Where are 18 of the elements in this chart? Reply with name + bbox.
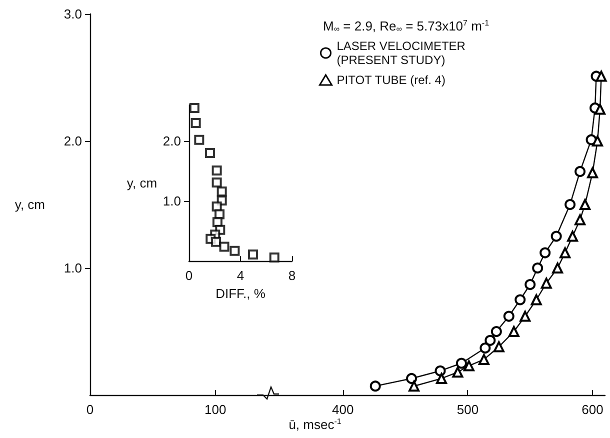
x-tick-label: 600 <box>582 402 604 417</box>
x-tick-label: 100 <box>204 402 226 417</box>
x-tick-label: 4 <box>236 268 244 284</box>
legend-label: PITOT TUBE (ref. 4) <box>336 73 446 87</box>
legend-label: LASER VELOCIMETER (PRESENT STUDY) <box>336 39 469 67</box>
x-tick-label: 8 <box>288 268 296 284</box>
y-tick-label: 2.0 <box>162 134 181 149</box>
y-axis-title: y, cm <box>126 176 158 191</box>
x-tick-label: 0 <box>185 268 193 284</box>
x-tick-label: 0 <box>86 402 94 417</box>
x-tick-label: 400 <box>332 402 354 417</box>
x-tick-label: 500 <box>456 402 479 417</box>
y-axis-title: y, cm <box>14 197 45 212</box>
y-tick-label: 1.0 <box>64 260 82 276</box>
y-tick-label: 3.0 <box>64 6 82 22</box>
y-tick-label: 2.0 <box>64 134 82 148</box>
y-tick-label: 1.0 <box>162 194 181 209</box>
x-axis-title: DIFF., % <box>216 286 266 301</box>
